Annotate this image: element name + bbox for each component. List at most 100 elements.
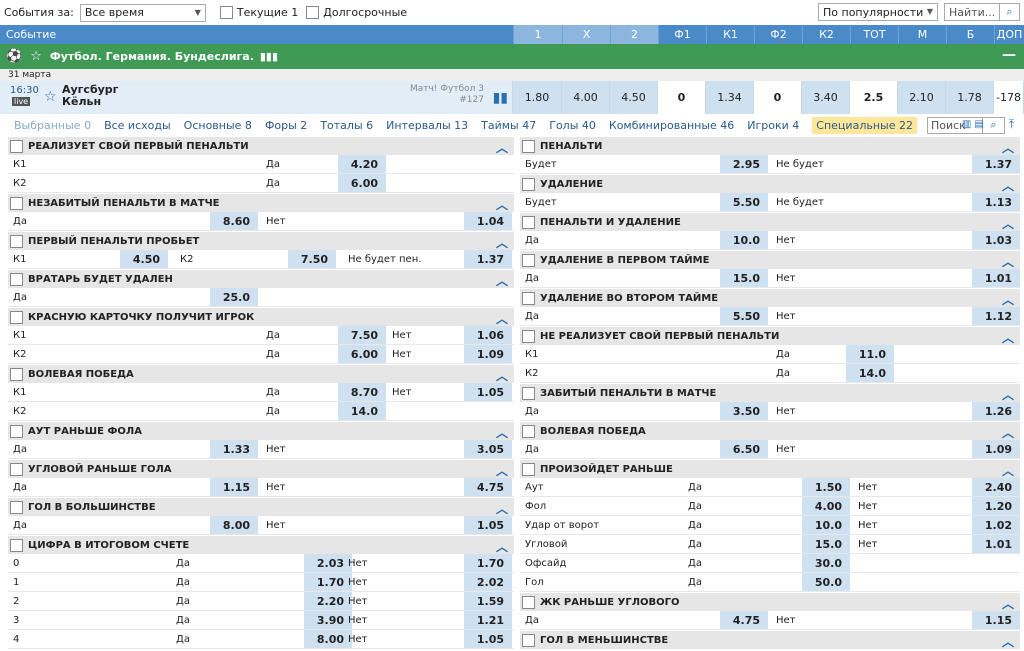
odds-value[interactable]: 15.0 — [720, 269, 768, 287]
odds-value[interactable]: 10.0 — [720, 231, 768, 249]
odds-value[interactable]: 1.13 — [972, 193, 1020, 211]
odds-value[interactable]: 3.50 — [720, 402, 768, 420]
market-header[interactable]: ПЕРВЫЙ ПЕНАЛЬТИ ПРОБЬЕТ ︿ — [8, 231, 514, 250]
star-icon[interactable]: ☆ — [30, 49, 42, 64]
checkbox-icon[interactable] — [522, 386, 535, 400]
collapse-caret-icon[interactable]: ︿ — [1001, 464, 1014, 478]
odds-cell[interactable]: 4.50 — [610, 81, 658, 114]
collapse-caret-icon[interactable]: ︿ — [495, 540, 508, 554]
odds-value[interactable]: 1.15 — [210, 478, 258, 496]
odds-cell[interactable]: 1.34 — [706, 81, 754, 114]
checkbox-icon[interactable] — [10, 234, 23, 248]
odds-value[interactable]: 1.37 — [972, 155, 1020, 173]
collapse-icon[interactable]: — — [1002, 47, 1016, 63]
market-tab[interactable]: Тоталы 6 — [320, 118, 374, 132]
checkbox-icon[interactable] — [10, 538, 23, 552]
odds-value[interactable]: 10.0 — [802, 516, 850, 534]
market-header[interactable]: УДАЛЕНИЕ В ПЕРВОМ ТАЙМЕ ︿ — [520, 250, 1020, 269]
market-header[interactable]: УДАЛЕНИЕ ВО ВТОРОМ ТАЙМЕ ︿ — [520, 288, 1020, 307]
market-header[interactable]: НЕ РЕАЛИЗУЕТ СВОЙ ПЕРВЫЙ ПЕНАЛЬТИ ︿ — [520, 326, 1020, 345]
odds-value[interactable]: 1.70 — [464, 554, 512, 572]
odds-value[interactable]: 1.06 — [464, 326, 512, 344]
odds-value[interactable]: 7.50 — [288, 250, 336, 268]
odds-value[interactable]: 6.00 — [338, 345, 386, 363]
odds-value[interactable]: 1.05 — [464, 383, 512, 401]
odds-cell[interactable]: 2.10 — [898, 81, 946, 114]
checkbox-icon[interactable] — [522, 215, 535, 229]
sort-select[interactable]: По популярности ▼ — [818, 3, 938, 21]
odds-value[interactable]: 14.0 — [338, 402, 386, 420]
market-header[interactable]: ВОЛЕВАЯ ПОБЕДА ︿ — [8, 364, 514, 383]
league-row[interactable]: ⚽ ☆ Футбол. Германия. Бундеслига. ▮▮▮ — — [0, 44, 1024, 69]
odds-value[interactable]: 2.40 — [972, 478, 1020, 496]
current-checkbox[interactable]: Текущие 1 — [219, 6, 298, 19]
odds-value[interactable]: 6.50 — [720, 440, 768, 458]
odds-value[interactable]: 2.95 — [720, 155, 768, 173]
checkbox-icon[interactable] — [522, 424, 535, 438]
teams[interactable]: Аугсбург Кёльн — [62, 83, 119, 108]
checkbox-icon[interactable] — [522, 253, 535, 267]
checkbox-icon[interactable] — [10, 272, 23, 286]
market-header[interactable]: НЕЗАБИТЫЙ ПЕНАЛЬТИ В МАТЧЕ ︿ — [8, 193, 514, 212]
collapse-caret-icon[interactable]: ︿ — [1001, 141, 1014, 155]
checkbox-icon[interactable] — [522, 139, 535, 153]
stats-icon[interactable]: ▮▮ — [492, 90, 508, 106]
market-tab[interactable]: Голы 40 — [549, 118, 596, 132]
collapse-caret-icon[interactable]: ︿ — [495, 502, 508, 516]
odds-value[interactable]: 15.0 — [802, 535, 850, 553]
odds-cell[interactable]: 4.00 — [562, 81, 610, 114]
odds-value[interactable]: 1.59 — [464, 592, 512, 610]
market-header[interactable]: УГЛОВОЙ РАНЬШЕ ГОЛА ︿ — [8, 459, 514, 478]
odds-value[interactable]: 1.03 — [972, 231, 1020, 249]
odds-value[interactable]: 1.50 — [802, 478, 850, 496]
collapse-caret-icon[interactable]: ︿ — [1001, 331, 1014, 345]
odds-value[interactable]: 50.0 — [802, 573, 850, 591]
market-header[interactable]: ПЕНАЛЬТИ И УДАЛЕНИЕ ︿ — [520, 212, 1020, 231]
odds-value[interactable]: 2.20 — [304, 592, 352, 610]
odds-value[interactable]: 6.00 — [338, 174, 386, 192]
period-select[interactable]: Все время ▼ — [79, 3, 206, 22]
odds-value[interactable]: 8.70 — [338, 383, 386, 401]
market-header[interactable]: ВРАТАРЬ БУДЕТ УДАЛЕН ︿ — [8, 269, 514, 288]
collapse-caret-icon[interactable]: ︿ — [1001, 179, 1014, 193]
market-header[interactable]: ГОЛ В МЕНЬШИНСТВЕ ︿ — [520, 630, 1020, 649]
collapse-caret-icon[interactable]: ︿ — [495, 236, 508, 250]
search-input[interactable]: Найти... — [944, 3, 1000, 21]
odds-cell[interactable]: 1.78 — [946, 81, 994, 114]
odds-value[interactable]: 1.09 — [464, 345, 512, 363]
odds-value[interactable]: 4.50 — [120, 250, 168, 268]
odds-value[interactable]: 1.26 — [972, 402, 1020, 420]
collapse-caret-icon[interactable]: ︿ — [495, 274, 508, 288]
market-header[interactable]: АУТ РАНЬШЕ ФОЛА ︿ — [8, 421, 514, 440]
odds-value[interactable]: 4.75 — [464, 478, 512, 496]
collapse-caret-icon[interactable]: ︿ — [495, 312, 508, 326]
favorite-star-icon[interactable]: ☆ — [44, 89, 57, 105]
market-header[interactable]: ЗАБИТЫЙ ПЕНАЛЬТИ В МАТЧЕ ︿ — [520, 383, 1020, 402]
odds-value[interactable]: 1.05 — [464, 630, 512, 648]
collapse-caret-icon[interactable]: ︿ — [1001, 597, 1014, 611]
odds-cell[interactable]: 1.80 — [513, 81, 562, 114]
market-tab[interactable]: Все исходы — [104, 118, 171, 132]
market-header[interactable]: ГОЛ В БОЛЬШИНСТВЕ ︿ — [8, 497, 514, 516]
odds-value[interactable]: 1.01 — [972, 535, 1020, 553]
checkbox-icon[interactable] — [10, 462, 23, 476]
collapse-caret-icon[interactable]: ︿ — [495, 198, 508, 212]
search-icon[interactable]: ⌕ — [982, 116, 1005, 134]
market-tab[interactable]: Форы 2 — [264, 118, 308, 132]
checkbox-icon[interactable] — [522, 595, 535, 609]
checkbox-icon[interactable] — [522, 177, 535, 191]
odds-value[interactable]: 3.05 — [464, 440, 512, 458]
market-header[interactable]: РЕАЛИЗУЕТ СВОЙ ПЕРВЫЙ ПЕНАЛЬТИ ︿ — [8, 136, 514, 155]
odds-value[interactable]: 8.60 — [210, 212, 258, 230]
market-tab[interactable]: Выбранные 0 — [14, 118, 92, 132]
checkbox-icon[interactable] — [10, 196, 23, 210]
checkbox-icon[interactable] — [10, 424, 23, 438]
market-tab[interactable]: Комбинированные 46 — [608, 118, 735, 132]
odds-value[interactable]: 1.04 — [464, 212, 512, 230]
odds-value[interactable]: 8.00 — [304, 630, 352, 648]
collapse-caret-icon[interactable]: ︿ — [1001, 255, 1014, 269]
checkbox-icon[interactable] — [522, 291, 535, 305]
checkbox-icon[interactable] — [10, 367, 23, 381]
collapse-caret-icon[interactable]: ︿ — [495, 464, 508, 478]
odds-value[interactable]: 1.15 — [972, 611, 1020, 629]
